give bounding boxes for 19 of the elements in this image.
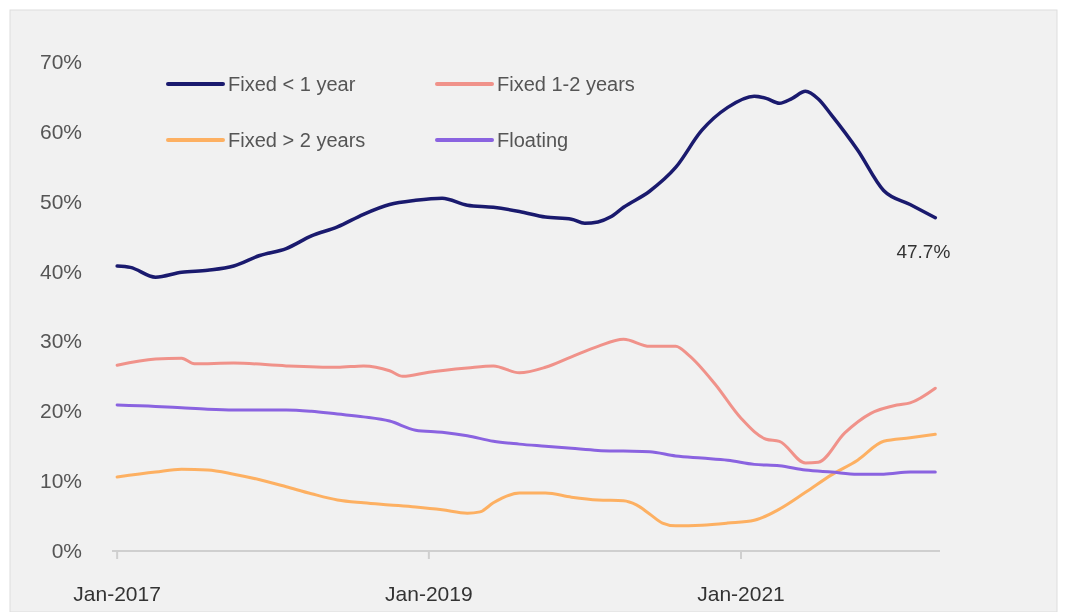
- x-tick-label: Jan-2021: [697, 582, 785, 605]
- y-tick-label: 10%: [39, 469, 82, 493]
- line-series: [115, 432, 937, 528]
- legend-label: Fixed < 1 year: [228, 73, 356, 95]
- x-tick-label: Jan-2019: [385, 582, 473, 605]
- y-tick-label: 70%: [39, 50, 82, 73]
- y-tick-label: 40%: [39, 259, 82, 283]
- y-tick-label: 50%: [39, 189, 82, 213]
- legend-label: Floating: [497, 129, 569, 151]
- y-tick-label: 60%: [39, 119, 82, 143]
- legend-label: Fixed 1-2 years: [497, 73, 635, 95]
- line-series: [115, 403, 937, 476]
- legend-label: Fixed > 2 years: [228, 129, 366, 151]
- y-tick-label: 20%: [39, 399, 82, 423]
- y-tick-label: 30%: [39, 329, 82, 353]
- annotation: 47.7%: [896, 240, 951, 262]
- x-tick-label: Jan-2017: [73, 582, 161, 605]
- y-tick-label: 0%: [51, 539, 82, 562]
- line-series: [115, 337, 937, 465]
